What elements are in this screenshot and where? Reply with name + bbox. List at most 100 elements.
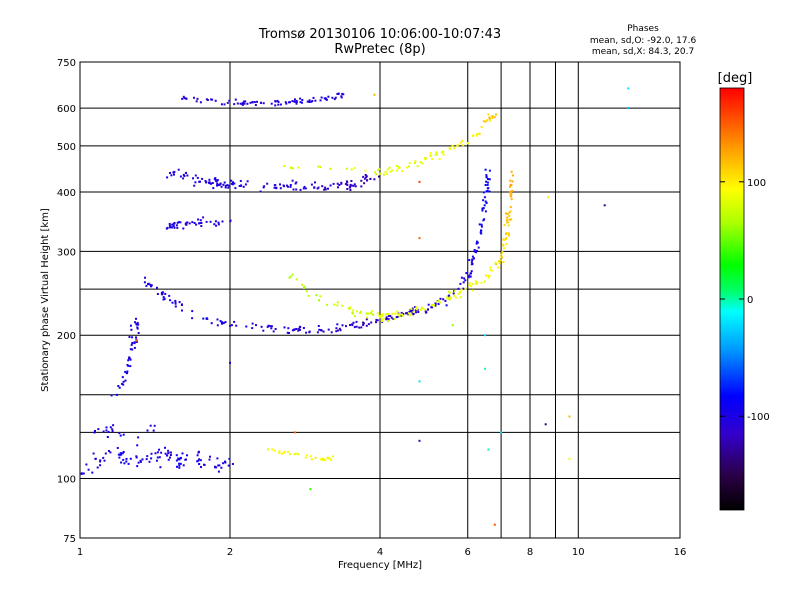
echo-point xyxy=(136,444,139,447)
echo-point xyxy=(469,275,472,278)
echo-point xyxy=(493,523,496,526)
echo-point xyxy=(486,184,489,186)
echo-point xyxy=(365,176,368,179)
echo-point xyxy=(165,227,168,230)
echo-point xyxy=(384,313,387,316)
echo-point xyxy=(484,200,487,203)
echo-point xyxy=(378,314,381,317)
echo-point xyxy=(294,182,297,185)
echo-point xyxy=(480,229,483,232)
echo-point xyxy=(319,166,322,168)
echo-point xyxy=(124,370,127,373)
echo-point xyxy=(395,164,398,167)
echo-point xyxy=(416,165,419,168)
chart-subtitle: RwPretec (8p) xyxy=(334,42,425,57)
echo-point xyxy=(120,461,123,464)
echo-point xyxy=(130,343,133,346)
colorbar-label: [deg] xyxy=(718,71,753,86)
echo-point xyxy=(135,339,138,342)
echo-point xyxy=(406,311,409,314)
echo-point xyxy=(366,316,369,319)
echo-point xyxy=(418,180,421,183)
echo-point xyxy=(211,98,214,101)
echo-point xyxy=(209,455,211,458)
echo-point xyxy=(398,165,401,168)
echo-point xyxy=(379,172,382,175)
echo-point xyxy=(287,327,290,330)
echo-point xyxy=(448,146,451,149)
echo-point xyxy=(317,325,320,327)
echo-point xyxy=(122,433,125,436)
echo-point xyxy=(219,320,222,323)
echo-point xyxy=(156,286,158,289)
echo-point xyxy=(448,148,451,151)
echo-point xyxy=(224,184,227,187)
echo-point xyxy=(164,446,166,449)
echo-point xyxy=(202,317,205,320)
echo-point xyxy=(320,329,322,332)
echo-point xyxy=(254,104,257,106)
echo-point xyxy=(121,376,124,379)
echo-point xyxy=(307,294,310,297)
echo-point xyxy=(241,101,244,104)
echo-point xyxy=(273,186,276,189)
chart-title: Tromsø 20130106 10:06:00-10:07:43 xyxy=(258,27,501,42)
echo-point xyxy=(289,185,292,188)
echo-point xyxy=(195,223,198,226)
echo-point xyxy=(295,188,298,191)
echo-point xyxy=(477,132,480,135)
echo-point xyxy=(394,312,397,315)
echo-point xyxy=(119,434,122,437)
echo-point xyxy=(273,184,276,187)
echo-point xyxy=(381,315,384,318)
echo-point xyxy=(488,116,491,119)
echo-point xyxy=(226,101,229,104)
echo-point xyxy=(87,468,90,471)
echo-point xyxy=(498,260,501,263)
echo-point xyxy=(473,257,475,260)
echo-point xyxy=(414,306,417,308)
echo-point xyxy=(216,179,219,182)
echo-point xyxy=(363,177,366,180)
y-tick-label: 100 xyxy=(57,475,76,486)
echo-point xyxy=(350,168,353,171)
echo-point xyxy=(510,198,513,201)
echo-point xyxy=(270,325,273,328)
echo-point xyxy=(217,470,220,473)
echo-point xyxy=(294,452,297,455)
echo-point xyxy=(112,424,115,427)
y-axis-label: Stationary phase Virtual Height [km] xyxy=(40,208,51,392)
echo-point xyxy=(378,168,381,171)
echo-point xyxy=(199,101,202,104)
echo-point xyxy=(435,153,438,156)
echo-point xyxy=(227,186,230,189)
echo-point xyxy=(418,237,421,240)
echo-point xyxy=(131,348,134,351)
echo-point xyxy=(174,302,177,305)
echo-point xyxy=(472,134,475,137)
echo-point xyxy=(504,238,507,240)
echo-point xyxy=(266,182,269,185)
echo-point xyxy=(488,190,491,193)
echo-point xyxy=(233,320,236,323)
echo-point xyxy=(116,447,119,449)
echo-point xyxy=(272,330,275,333)
echo-point xyxy=(477,246,480,249)
echo-point xyxy=(295,278,298,281)
echo-point xyxy=(346,184,349,186)
echo-point xyxy=(476,282,479,284)
echo-point xyxy=(141,458,144,461)
echo-point xyxy=(182,464,185,467)
echo-point xyxy=(327,187,329,190)
echo-point xyxy=(149,283,152,286)
echo-point xyxy=(125,372,128,375)
echo-point xyxy=(109,426,112,429)
echo-point xyxy=(283,326,286,329)
echo-point xyxy=(462,287,465,290)
echo-point xyxy=(488,274,491,277)
echo-point xyxy=(360,326,363,329)
echo-point xyxy=(509,194,512,197)
echo-point xyxy=(216,324,219,327)
echo-point xyxy=(470,285,473,287)
echo-point xyxy=(359,312,362,314)
